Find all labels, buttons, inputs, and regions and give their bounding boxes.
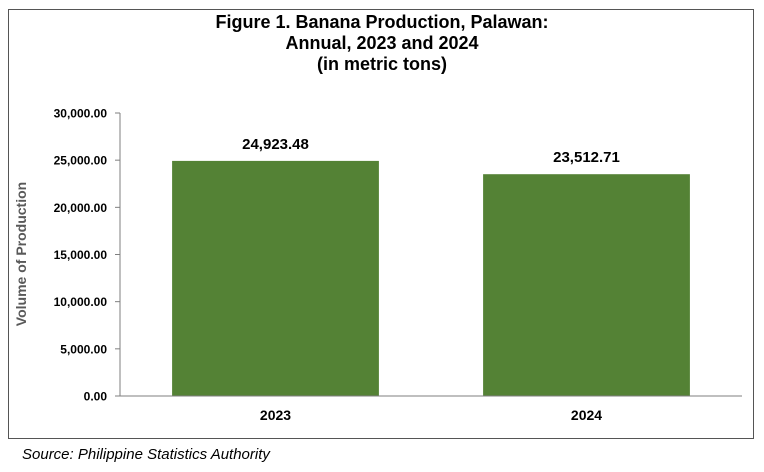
chart-title-line-2: Annual, 2023 and 2024 xyxy=(285,33,479,53)
y-tick-label-25000: 25,000.00 xyxy=(54,154,108,168)
chart-title: Figure 1. Banana Production, Palawan: An… xyxy=(0,12,764,75)
x-tick-label-2024: 2024 xyxy=(571,407,602,423)
bar-2024 xyxy=(483,174,690,396)
y-tick-label-30000: 30,000.00 xyxy=(54,107,108,121)
y-tick-label-15000: 15,000.00 xyxy=(54,248,108,262)
chart-title-line-3: (in metric tons) xyxy=(316,54,447,74)
chart-title-line-1: Figure 1. Banana Production, Palawan: xyxy=(215,12,549,32)
y-axis-label: Volume of Production xyxy=(13,182,29,326)
y-tick-label-20000: 20,000.00 xyxy=(54,201,108,215)
data-label-2023: 24,923.48 xyxy=(242,136,309,153)
y-tick-label-10000: 10,000.00 xyxy=(54,295,108,309)
x-tick-label-2023: 2023 xyxy=(260,407,291,423)
data-label-2024: 23,512.71 xyxy=(553,149,620,166)
y-tick-label-0: 0.00 xyxy=(84,390,108,404)
source-note: Source: Philippine Statistics Authority xyxy=(22,446,270,463)
bar-2023 xyxy=(172,160,379,396)
y-tick-label-5000: 5,000.00 xyxy=(60,342,107,356)
